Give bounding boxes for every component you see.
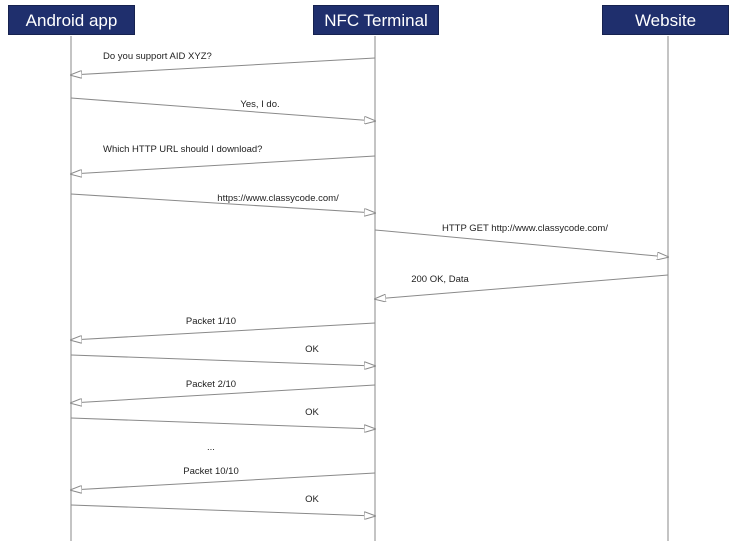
message-label: Do you support AID XYZ? (103, 51, 212, 62)
message-arrow (374, 229, 668, 257)
message-arrow (70, 193, 375, 213)
message-label: 200 OK, Data (411, 274, 469, 285)
message-label: Packet 10/10 (183, 466, 238, 477)
message-label: https://www.classycode.com/ (217, 193, 339, 204)
message-arrow (71, 322, 376, 340)
message-arrow (70, 504, 375, 516)
actor-nfc-terminal: NFC Terminal (313, 5, 439, 35)
message-arrow (71, 472, 376, 490)
message-arrow (71, 155, 376, 174)
message-label: Packet 1/10 (186, 316, 236, 327)
message-label: OK (305, 494, 319, 505)
message-label: ... (207, 442, 215, 453)
message-label: OK (305, 407, 319, 418)
message-arrow (70, 354, 375, 366)
message-label: Yes, I do. (240, 99, 279, 110)
actor-android-app: Android app (8, 5, 135, 35)
message-arrow (70, 97, 375, 121)
message-label: Packet 2/10 (186, 379, 236, 390)
message-arrow (71, 384, 376, 403)
message-label: HTTP GET http://www.classycode.com/ (442, 223, 608, 234)
message-label: OK (305, 344, 319, 355)
message-arrow (71, 57, 376, 75)
actor-website: Website (602, 5, 729, 35)
message-arrow (375, 274, 669, 299)
message-label: Which HTTP URL should I download? (103, 144, 262, 155)
message-arrow (70, 417, 375, 429)
